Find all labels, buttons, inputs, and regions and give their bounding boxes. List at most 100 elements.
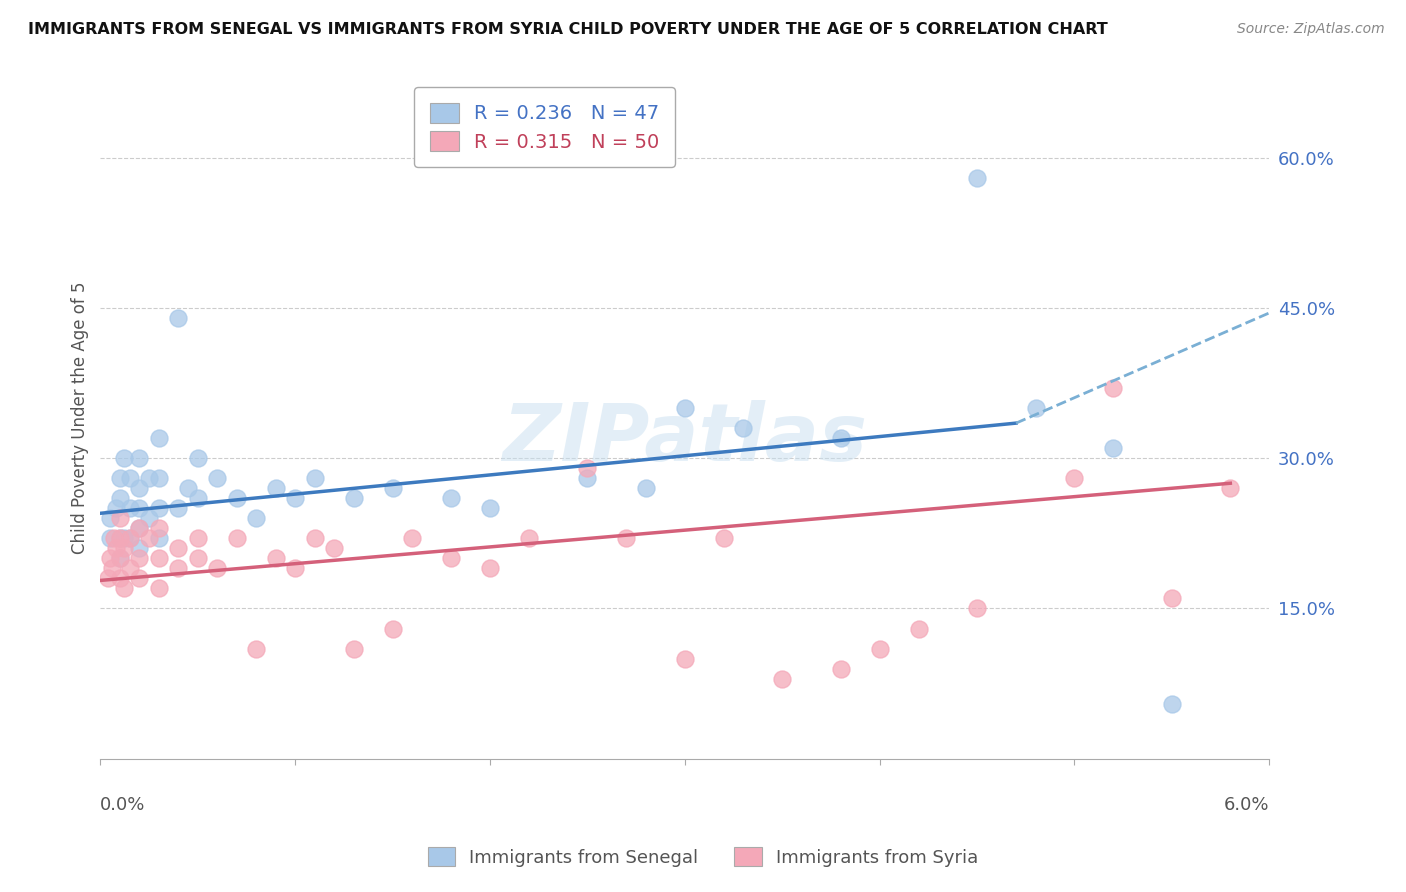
Point <box>1160 697 1182 711</box>
Point <box>673 401 696 416</box>
Point <box>207 561 229 575</box>
Point <box>616 532 638 546</box>
Point <box>128 541 150 556</box>
Point <box>187 532 209 546</box>
Point <box>112 532 135 546</box>
Point <box>479 501 502 516</box>
Point <box>304 471 326 485</box>
Point <box>284 561 307 575</box>
Point <box>225 491 247 506</box>
Point <box>148 501 170 516</box>
Point <box>401 532 423 546</box>
Point <box>673 651 696 665</box>
Legend: Immigrants from Senegal, Immigrants from Syria: Immigrants from Senegal, Immigrants from… <box>420 840 986 874</box>
Point <box>1024 401 1046 416</box>
Point <box>112 451 135 466</box>
Point <box>479 561 502 575</box>
Point <box>966 601 988 615</box>
Point <box>128 481 150 495</box>
Point <box>128 521 150 535</box>
Point <box>770 672 793 686</box>
Point <box>966 170 988 185</box>
Point <box>118 532 141 546</box>
Point <box>101 561 124 575</box>
Point <box>148 532 170 546</box>
Point <box>103 532 125 546</box>
Point <box>264 481 287 495</box>
Point <box>112 582 135 596</box>
Point <box>108 532 131 546</box>
Point <box>207 471 229 485</box>
Point <box>148 582 170 596</box>
Point <box>167 501 190 516</box>
Point <box>264 551 287 566</box>
Point <box>381 622 404 636</box>
Point <box>576 461 599 475</box>
Point <box>869 641 891 656</box>
Point <box>177 481 200 495</box>
Point <box>1063 471 1085 485</box>
Point <box>97 571 120 585</box>
Point <box>245 641 267 656</box>
Point <box>167 310 190 325</box>
Point <box>187 451 209 466</box>
Point <box>830 662 852 676</box>
Point <box>128 571 150 585</box>
Point <box>167 561 190 575</box>
Text: Source: ZipAtlas.com: Source: ZipAtlas.com <box>1237 22 1385 37</box>
Point <box>138 532 160 546</box>
Point <box>108 551 131 566</box>
Point <box>148 551 170 566</box>
Point <box>576 471 599 485</box>
Point <box>138 511 160 525</box>
Point <box>1219 481 1241 495</box>
Point <box>128 451 150 466</box>
Point <box>104 501 127 516</box>
Point <box>733 421 755 435</box>
Point <box>713 532 735 546</box>
Point <box>138 471 160 485</box>
Point <box>1102 381 1125 395</box>
Legend: R = 0.236   N = 47, R = 0.315   N = 50: R = 0.236 N = 47, R = 0.315 N = 50 <box>413 87 675 167</box>
Point <box>343 491 366 506</box>
Point <box>381 481 404 495</box>
Point <box>517 532 540 546</box>
Point <box>167 541 190 556</box>
Point <box>304 532 326 546</box>
Point <box>284 491 307 506</box>
Point <box>634 481 657 495</box>
Point <box>440 551 463 566</box>
Point <box>98 532 121 546</box>
Point <box>440 491 463 506</box>
Point <box>225 532 247 546</box>
Point <box>118 471 141 485</box>
Point <box>245 511 267 525</box>
Y-axis label: Child Poverty Under the Age of 5: Child Poverty Under the Age of 5 <box>72 282 89 554</box>
Point <box>108 532 131 546</box>
Point <box>118 561 141 575</box>
Text: ZIPatlas: ZIPatlas <box>502 400 868 477</box>
Point <box>108 571 131 585</box>
Point <box>128 501 150 516</box>
Point <box>128 551 150 566</box>
Point <box>148 471 170 485</box>
Text: 0.0%: 0.0% <box>100 797 146 814</box>
Point <box>104 541 127 556</box>
Point <box>118 532 141 546</box>
Point <box>187 551 209 566</box>
Point <box>98 511 121 525</box>
Point <box>108 551 131 566</box>
Point <box>323 541 346 556</box>
Point <box>1102 441 1125 455</box>
Point <box>343 641 366 656</box>
Point <box>1160 591 1182 606</box>
Point <box>148 521 170 535</box>
Point <box>148 431 170 445</box>
Point <box>830 431 852 445</box>
Point <box>112 541 135 556</box>
Point <box>118 501 141 516</box>
Point <box>108 471 131 485</box>
Point <box>98 551 121 566</box>
Point <box>108 491 131 506</box>
Point <box>187 491 209 506</box>
